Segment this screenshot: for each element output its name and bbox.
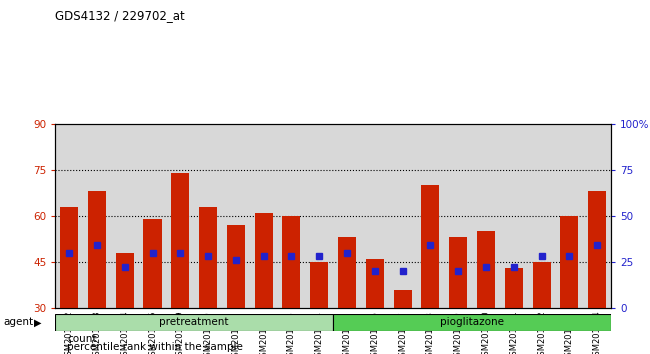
Text: percentile rank within the sample: percentile rank within the sample bbox=[67, 342, 243, 352]
Bar bbox=[227, 225, 245, 308]
Bar bbox=[310, 262, 328, 308]
Bar bbox=[171, 173, 189, 308]
Bar bbox=[60, 207, 78, 308]
Bar bbox=[393, 290, 411, 308]
Bar bbox=[449, 238, 467, 308]
Bar bbox=[588, 192, 606, 308]
Text: count: count bbox=[67, 334, 96, 344]
Bar bbox=[366, 259, 384, 308]
Bar bbox=[282, 216, 300, 308]
Bar bbox=[532, 262, 551, 308]
Bar bbox=[255, 213, 273, 308]
Text: ▶: ▶ bbox=[34, 318, 42, 327]
Text: agent: agent bbox=[3, 318, 33, 327]
Bar bbox=[421, 185, 439, 308]
Bar bbox=[88, 192, 106, 308]
Bar bbox=[338, 238, 356, 308]
Bar bbox=[199, 207, 217, 308]
Bar bbox=[560, 216, 578, 308]
Text: pretreatment: pretreatment bbox=[159, 318, 229, 327]
Bar bbox=[333, 314, 611, 331]
Text: pioglitazone: pioglitazone bbox=[440, 318, 504, 327]
Bar bbox=[116, 253, 134, 308]
Bar bbox=[144, 219, 162, 308]
Text: GDS4132 / 229702_at: GDS4132 / 229702_at bbox=[55, 9, 185, 22]
Bar bbox=[55, 314, 333, 331]
Bar bbox=[477, 231, 495, 308]
Bar bbox=[504, 268, 523, 308]
